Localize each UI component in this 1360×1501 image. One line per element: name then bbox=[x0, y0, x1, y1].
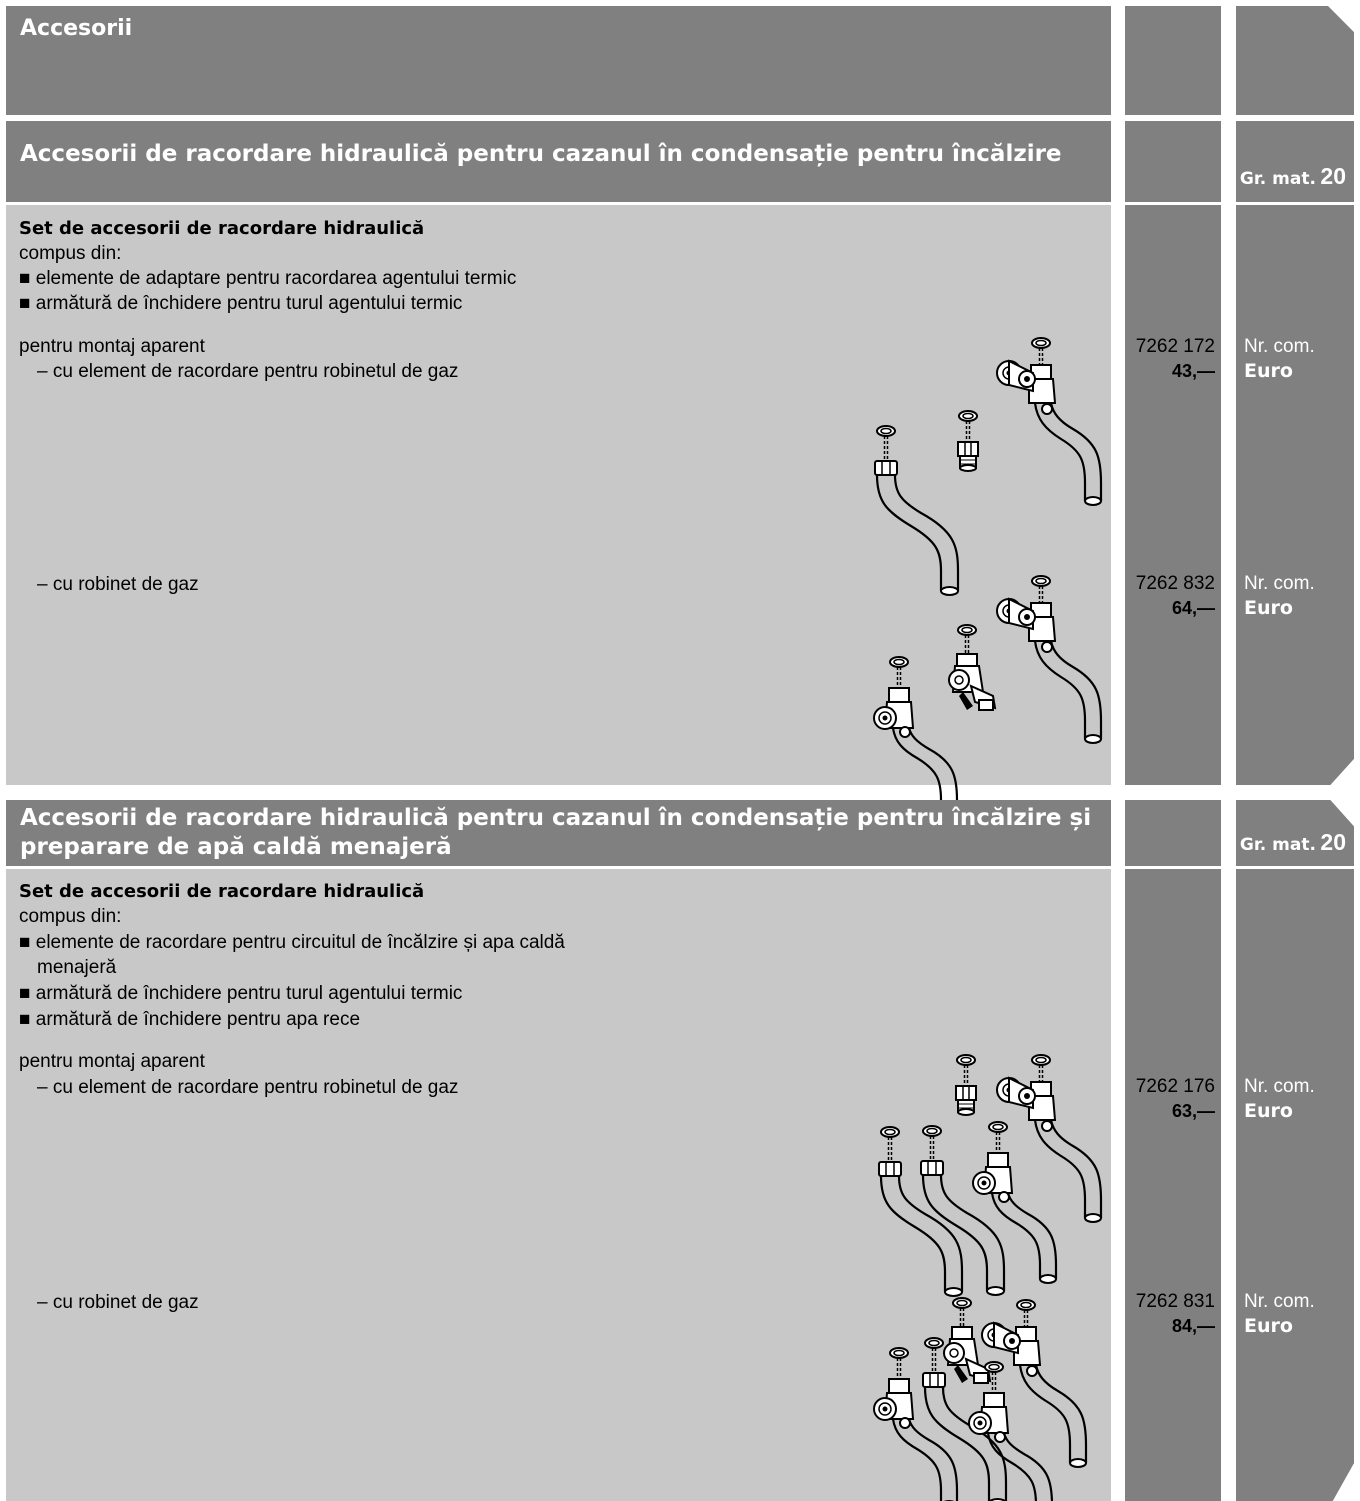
section1-item-1-currency: Euro bbox=[1244, 360, 1293, 382]
section2-item-2-price: 84,— bbox=[1171, 1316, 1215, 1336]
header-code-column bbox=[1125, 6, 1221, 115]
header-unit-column bbox=[1236, 6, 1354, 115]
section2-item-1-currency: Euro bbox=[1244, 1100, 1293, 1122]
section1-set-title: Set de accesorii de racordare hidraulică bbox=[19, 218, 425, 239]
section2-gr-mat: Gr. mat. 20 bbox=[1239, 829, 1346, 855]
section1-unit-column: Nr. com. Euro Nr. com. Euro bbox=[1236, 205, 1354, 785]
section1-item-1-label: – cu element de racordare pentru robinet… bbox=[37, 361, 459, 382]
section1-item-2-code: 7262 832 bbox=[1135, 573, 1215, 594]
page-title: Accesorii bbox=[20, 16, 133, 41]
fitting-set-illustration bbox=[872, 1053, 1103, 1501]
section1-mount: pentru montaj aparent bbox=[19, 336, 205, 357]
section1-gr-mat: Gr. mat. 20 bbox=[1239, 163, 1346, 189]
section2-bullet-3: ■ armătură de închidere pentru apa rece bbox=[19, 1009, 361, 1030]
section2-item-2-currency: Euro bbox=[1244, 1315, 1293, 1337]
section2-bullet-1: ■ elemente de racordare pentru circuitul… bbox=[19, 932, 565, 953]
section1-body: Set de accesorii de racordare hidraulică… bbox=[6, 205, 1111, 820]
section2-item-1-price: 63,— bbox=[1171, 1101, 1215, 1121]
section2-composed-of: compus din: bbox=[19, 906, 122, 927]
section2-title-line2: preparare de apă caldă menajeră bbox=[20, 834, 452, 860]
section1-item-2-unit: Nr. com. bbox=[1244, 573, 1315, 594]
section1-item-1-price: 43,— bbox=[1171, 361, 1215, 381]
section1-bullet-2: ■ armătură de închidere pentru turul age… bbox=[19, 293, 463, 314]
section2-item-1-unit: Nr. com. bbox=[1244, 1076, 1315, 1097]
section2-item-1-code: 7262 176 bbox=[1135, 1076, 1215, 1097]
section1-item-2-currency: Euro bbox=[1244, 597, 1293, 619]
section1-header-code-column bbox=[1125, 121, 1221, 202]
section1-header-unit-column: Gr. mat. 20 bbox=[1236, 121, 1354, 202]
section2-header: Accesorii de racordare hidraulică pentru… bbox=[6, 800, 1111, 866]
section2-mount: pentru montaj aparent bbox=[19, 1051, 205, 1072]
section1-item-2-price: 64,— bbox=[1171, 598, 1215, 618]
section2-item-1-label: – cu element de racordare pentru robinet… bbox=[37, 1077, 459, 1098]
section2-bullet-2: ■ armătură de închidere pentru turul age… bbox=[19, 983, 463, 1004]
section1-composed-of: compus din: bbox=[19, 243, 122, 264]
section2-set-title: Set de accesorii de racordare hidraulică bbox=[19, 881, 425, 902]
section2-item-2-unit: Nr. com. bbox=[1244, 1291, 1315, 1312]
section1-header: Accesorii de racordare hidraulică pentru… bbox=[6, 121, 1111, 202]
section1-code-column: 7262 172 43,— 7262 832 64,— bbox=[1125, 205, 1221, 785]
section2-body: Set de accesorii de racordare hidraulică… bbox=[6, 869, 1111, 1501]
section2-code-column: 7262 176 63,— 7262 831 84,— bbox=[1125, 869, 1221, 1501]
section2-item-2-label: – cu robinet de gaz bbox=[37, 1292, 199, 1313]
section1-title: Accesorii de racordare hidraulică pentru… bbox=[20, 141, 1062, 167]
section1-item-1-code: 7262 172 bbox=[1135, 336, 1215, 357]
section2-item-2-code: 7262 831 bbox=[1135, 1291, 1215, 1312]
section2-unit-column: Nr. com. Euro Nr. com. Euro bbox=[1236, 869, 1354, 1501]
section1-item-1-unit: Nr. com. bbox=[1244, 336, 1315, 357]
fitting-set-illustration bbox=[872, 336, 1103, 820]
header-band: Accesorii bbox=[6, 6, 1111, 115]
section2-bullet-1-cont: menajeră bbox=[37, 957, 117, 978]
section2-header-code-column bbox=[1125, 800, 1221, 866]
section1-bullet-1: ■ elemente de adaptare pentru racordarea… bbox=[19, 268, 517, 289]
section1-item-2-label: – cu robinet de gaz bbox=[37, 574, 199, 595]
section2-title-line1: Accesorii de racordare hidraulică pentru… bbox=[20, 805, 1092, 831]
section2-header-unit-column: Gr. mat. 20 bbox=[1236, 800, 1354, 866]
